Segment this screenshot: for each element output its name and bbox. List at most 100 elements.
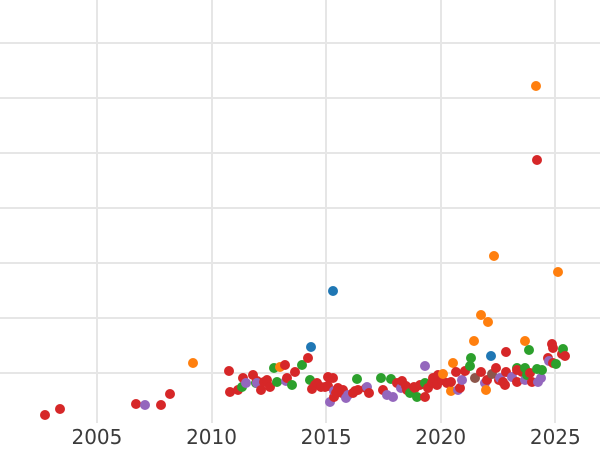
data-point-blue <box>306 342 316 353</box>
data-point-red <box>353 384 364 395</box>
data-point-orange <box>531 80 542 91</box>
data-point-red <box>476 366 487 377</box>
x-tick-label: 2025 <box>529 425 581 449</box>
data-point-red <box>264 381 275 392</box>
data-point-brown <box>470 372 481 383</box>
x-tick-label: 2005 <box>71 425 123 449</box>
data-point-red <box>560 350 571 361</box>
x-gridline <box>439 0 442 423</box>
data-point-purple <box>325 397 336 408</box>
x-gridline <box>95 0 98 423</box>
data-point-red <box>338 384 349 395</box>
y-gridline <box>0 151 600 154</box>
data-point-red <box>165 388 176 399</box>
data-point-red <box>482 375 493 386</box>
data-point-red <box>500 380 511 391</box>
data-point-orange <box>483 316 494 327</box>
data-point-green <box>412 392 423 403</box>
data-point-red <box>548 343 559 354</box>
data-point-red <box>364 387 375 398</box>
data-point-orange <box>476 310 487 321</box>
data-point-green <box>305 375 316 386</box>
y-gridline <box>0 316 600 319</box>
data-point-blue <box>486 350 497 361</box>
data-point-orange <box>438 369 449 380</box>
data-point-purple <box>252 377 263 388</box>
data-point-green <box>376 372 387 383</box>
data-point-orange <box>187 358 198 369</box>
data-point-red <box>420 392 431 403</box>
data-point-green <box>405 387 416 398</box>
data-point-orange <box>469 336 480 347</box>
x-tick-label: 2015 <box>300 425 352 449</box>
data-point-purple <box>382 389 393 400</box>
data-point-red <box>223 365 234 376</box>
data-point-red <box>512 376 523 387</box>
data-point-red <box>512 365 523 376</box>
data-point-red <box>290 366 301 377</box>
data-point-purple <box>343 389 354 400</box>
data-point-red <box>428 372 439 383</box>
data-point-purple <box>420 360 431 371</box>
data-point-orange <box>275 361 286 372</box>
y-gridline <box>0 41 600 44</box>
data-point-purple <box>520 375 531 386</box>
data-point-orange <box>448 358 459 369</box>
x-gridline <box>554 0 557 423</box>
data-point-red <box>280 359 291 370</box>
data-point-purple <box>507 371 518 382</box>
data-point-red <box>130 398 141 409</box>
data-point-purple <box>457 375 468 386</box>
data-point-orange <box>489 250 500 261</box>
data-point-red <box>248 370 259 381</box>
data-point-red <box>501 347 512 358</box>
x-tick-label: 2020 <box>415 425 467 449</box>
data-point-purple <box>388 392 399 403</box>
x-gridline <box>325 0 328 423</box>
y-gridline <box>0 371 600 374</box>
data-point-green <box>551 359 562 370</box>
data-point-red <box>323 381 334 392</box>
data-point-red <box>491 362 502 373</box>
data-point-green <box>352 373 363 384</box>
data-point-orange <box>481 384 492 395</box>
data-point-green <box>465 360 476 371</box>
data-point-red <box>39 409 50 420</box>
data-point-red <box>423 382 434 393</box>
plot-area <box>0 0 600 423</box>
data-point-red <box>451 366 462 377</box>
data-point-orange <box>553 266 564 277</box>
data-point-red <box>323 371 334 382</box>
data-point-purple <box>362 381 373 392</box>
data-point-green <box>537 365 548 376</box>
data-point-red <box>532 155 543 166</box>
data-point-red <box>501 366 512 377</box>
data-point-brown <box>487 369 498 380</box>
data-point-red <box>446 376 457 387</box>
data-point-red <box>455 382 466 393</box>
data-point-purple <box>536 372 547 383</box>
data-point-blue <box>328 285 339 296</box>
data-point-green <box>386 373 397 384</box>
data-point-red <box>225 387 236 398</box>
y-gridline <box>0 261 600 264</box>
data-point-red <box>432 380 443 391</box>
data-point-red <box>527 376 538 387</box>
data-point-green <box>269 362 280 373</box>
data-point-purple <box>140 399 151 410</box>
y-gridline <box>0 206 600 209</box>
data-point-red <box>282 372 293 383</box>
data-point-red <box>54 403 65 414</box>
data-point-red <box>415 380 426 391</box>
data-point-red <box>460 365 471 376</box>
data-point-red <box>328 372 339 383</box>
data-point-red <box>525 367 536 378</box>
y-gridline <box>0 96 600 99</box>
data-point-red <box>261 375 272 386</box>
data-point-green <box>287 380 298 391</box>
data-point-orange <box>446 386 457 397</box>
data-point-green <box>297 359 308 370</box>
x-tick-label: 2010 <box>186 425 237 449</box>
data-point-red <box>155 399 166 410</box>
